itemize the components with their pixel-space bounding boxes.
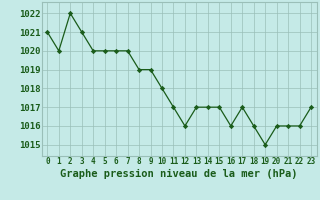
X-axis label: Graphe pression niveau de la mer (hPa): Graphe pression niveau de la mer (hPa) — [60, 169, 298, 179]
